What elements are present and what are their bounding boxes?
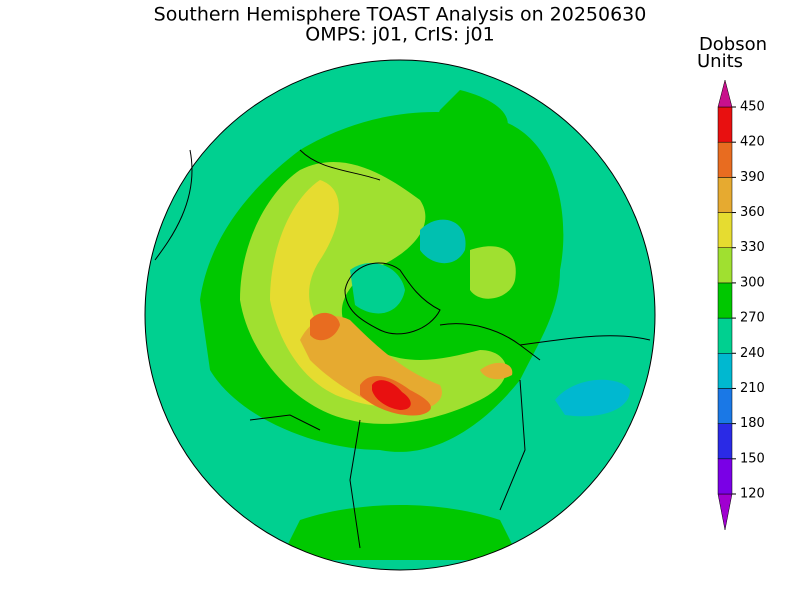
legend-title: Units	[697, 51, 743, 72]
colorbar-segment	[717, 458, 733, 495]
colorbar-tick-label: 330	[740, 240, 765, 255]
colorbar-segment	[717, 177, 733, 213]
colorbar-tick-label: 240	[740, 346, 765, 361]
legend-title: Dobson	[699, 34, 767, 55]
colorbar-tick-label: 270	[740, 311, 765, 326]
colorbar-tick-label: 450	[740, 100, 765, 115]
colorbar-tick-label: 300	[740, 275, 765, 290]
colorbar-tick-label: 120	[740, 487, 765, 502]
colorbar-tick-label: 360	[740, 205, 765, 220]
colorbar-segment	[717, 388, 733, 424]
map-subtitle: OMPS: j01, CrIS: j01	[305, 24, 494, 46]
colorbar-tick-label: 150	[740, 451, 765, 466]
ozone-map	[145, 60, 655, 570]
map-title: Southern Hemisphere TOAST Analysis on 20…	[154, 4, 647, 26]
map-border	[144, 59, 656, 571]
colorbar-segment	[717, 106, 733, 143]
colorbar-high	[717, 79, 733, 108]
colorbar-low	[717, 493, 733, 531]
colorbar-tick-label: 420	[740, 135, 765, 150]
colorbar-segment	[717, 212, 733, 248]
colorbar-segment	[717, 141, 733, 178]
colorbar-tick-label: 180	[740, 416, 765, 431]
colorbar-tick-label: 390	[740, 170, 765, 185]
colorbar-segment	[717, 282, 733, 319]
coastlines	[154, 149, 651, 549]
colorbar-segment	[717, 317, 733, 354]
colorbar-segment	[717, 353, 733, 389]
colorbar-segment	[717, 247, 733, 284]
colorbar-segment	[717, 423, 733, 460]
colorbar-tick-label: 210	[740, 381, 765, 396]
